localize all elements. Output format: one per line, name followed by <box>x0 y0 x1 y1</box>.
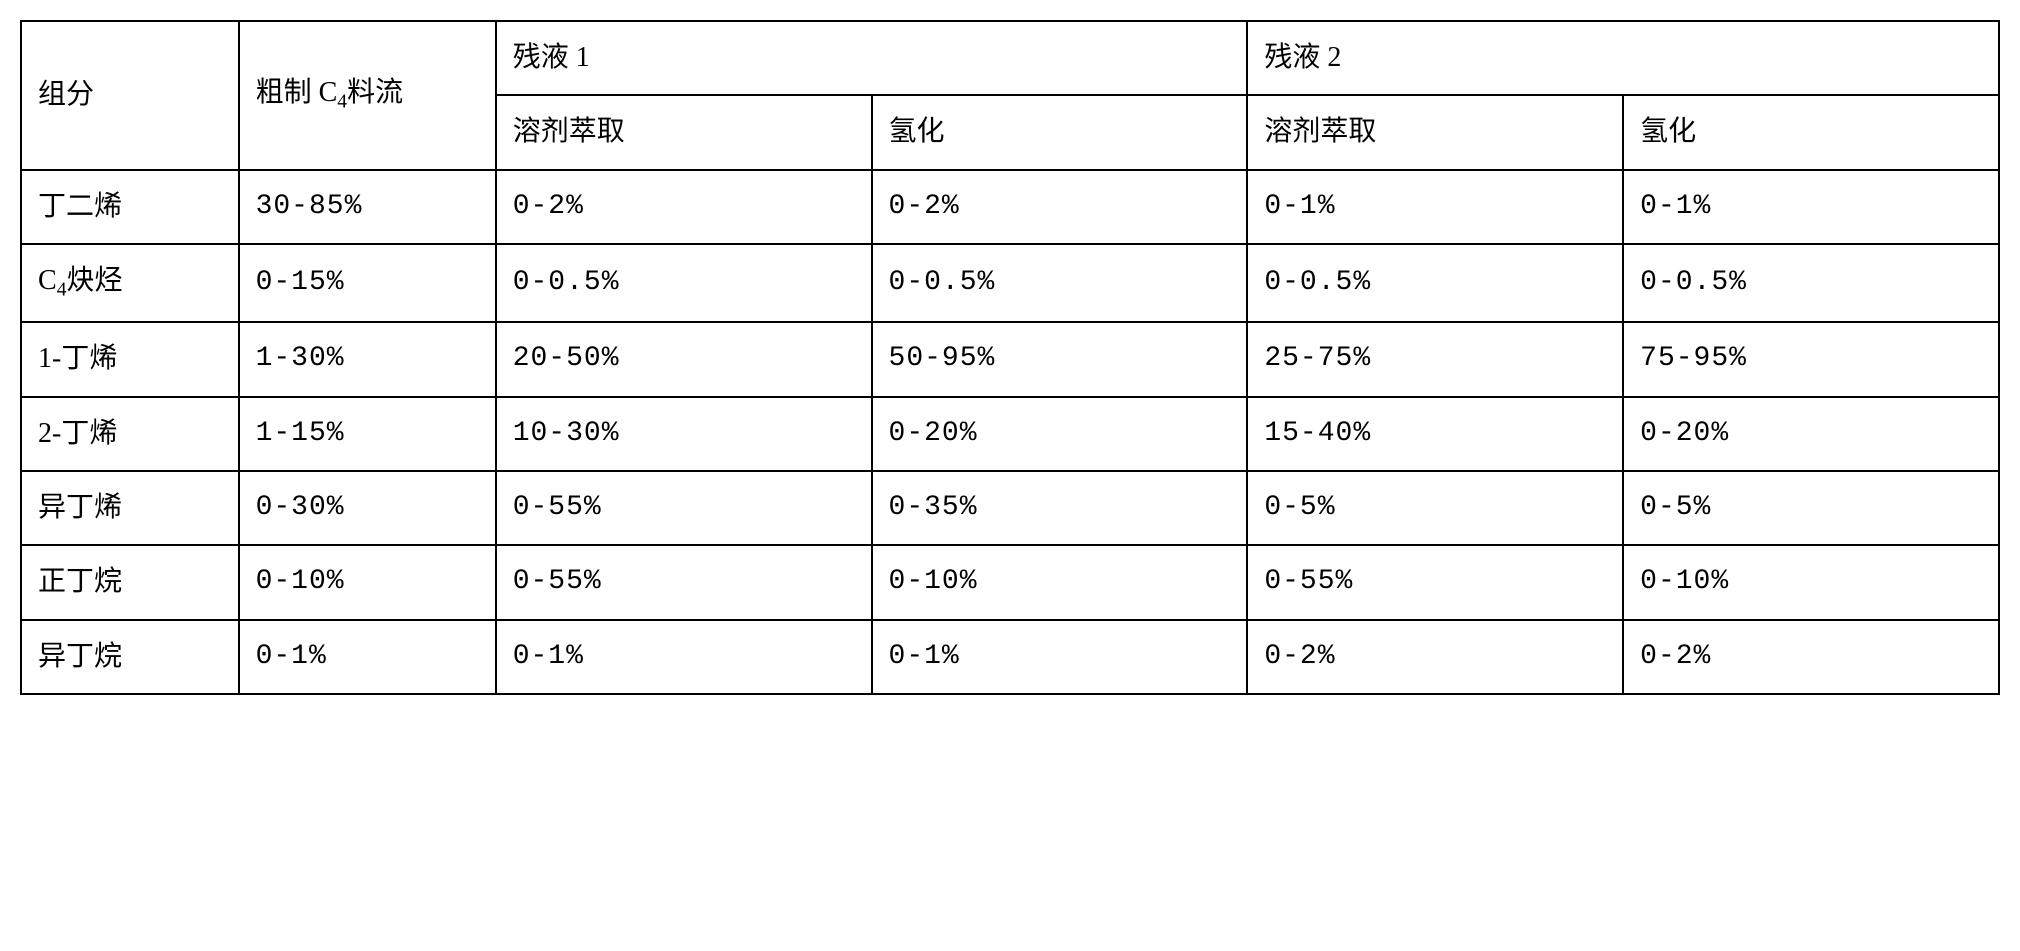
cell-r2-h: 0-10% <box>1623 545 1999 619</box>
cell-r1-h: 0-0.5% <box>872 244 1248 322</box>
cell-r2-h: 75-95% <box>1623 322 1999 396</box>
cell-component: 1-丁烯 <box>21 322 239 396</box>
composition-table-container: 组分 粗制 C4料流 残液 1 残液 2 溶剂萃取 氢化 溶剂萃取 氢化 丁二烯… <box>20 20 2000 695</box>
cell-crude: 1-30% <box>239 322 496 396</box>
composition-table: 组分 粗制 C4料流 残液 1 残液 2 溶剂萃取 氢化 溶剂萃取 氢化 丁二烯… <box>20 20 2000 695</box>
cell-r2-se: 0-0.5% <box>1247 244 1623 322</box>
cell-component: 丁二烯 <box>21 170 239 244</box>
cell-crude: 0-30% <box>239 471 496 545</box>
cell-r1-se: 20-50% <box>496 322 872 396</box>
cell-r1-h: 0-2% <box>872 170 1248 244</box>
cell-crude: 0-15% <box>239 244 496 322</box>
header-raffinate-2: 残液 2 <box>1247 21 1999 95</box>
cell-crude: 0-10% <box>239 545 496 619</box>
header-r2-hydro: 氢化 <box>1623 95 1999 169</box>
cell-r1-se: 0-0.5% <box>496 244 872 322</box>
cell-r1-se: 0-1% <box>496 620 872 694</box>
cell-r2-se: 0-2% <box>1247 620 1623 694</box>
cell-component: 正丁烷 <box>21 545 239 619</box>
cell-component: 异丁烷 <box>21 620 239 694</box>
cell-r2-h: 0-5% <box>1623 471 1999 545</box>
cell-r2-se: 15-40% <box>1247 397 1623 471</box>
header-component: 组分 <box>21 21 239 170</box>
cell-r2-se: 0-55% <box>1247 545 1623 619</box>
cell-r2-h: 0-20% <box>1623 397 1999 471</box>
cell-r1-h: 0-35% <box>872 471 1248 545</box>
table-row: 正丁烷 0-10% 0-55% 0-10% 0-55% 0-10% <box>21 545 1999 619</box>
cell-r1-h: 50-95% <box>872 322 1248 396</box>
table-row: 异丁烷 0-1% 0-1% 0-1% 0-2% 0-2% <box>21 620 1999 694</box>
header-r1-solvent: 溶剂萃取 <box>496 95 872 169</box>
cell-r2-se: 0-5% <box>1247 471 1623 545</box>
cell-r1-h: 0-10% <box>872 545 1248 619</box>
cell-crude: 1-15% <box>239 397 496 471</box>
cell-r1-se: 10-30% <box>496 397 872 471</box>
cell-r2-h: 0-0.5% <box>1623 244 1999 322</box>
table-row: 异丁烯 0-30% 0-55% 0-35% 0-5% 0-5% <box>21 471 1999 545</box>
header-raffinate-1: 残液 1 <box>496 21 1248 95</box>
cell-r2-h: 0-2% <box>1623 620 1999 694</box>
cell-r1-h: 0-20% <box>872 397 1248 471</box>
cell-r1-se: 0-55% <box>496 471 872 545</box>
table-row: 1-丁烯 1-30% 20-50% 50-95% 25-75% 75-95% <box>21 322 1999 396</box>
cell-component: 2-丁烯 <box>21 397 239 471</box>
cell-r1-h: 0-1% <box>872 620 1248 694</box>
cell-r2-se: 0-1% <box>1247 170 1623 244</box>
cell-crude: 0-1% <box>239 620 496 694</box>
cell-r1-se: 0-2% <box>496 170 872 244</box>
table-row: 2-丁烯 1-15% 10-30% 0-20% 15-40% 0-20% <box>21 397 1999 471</box>
header-row-1: 组分 粗制 C4料流 残液 1 残液 2 <box>21 21 1999 95</box>
cell-component: 异丁烯 <box>21 471 239 545</box>
cell-r1-se: 0-55% <box>496 545 872 619</box>
header-crude-c4: 粗制 C4料流 <box>239 21 496 170</box>
header-r2-solvent: 溶剂萃取 <box>1247 95 1623 169</box>
cell-component: C4炔烃 <box>21 244 239 322</box>
header-r1-hydro: 氢化 <box>872 95 1248 169</box>
cell-crude: 30-85% <box>239 170 496 244</box>
cell-r2-se: 25-75% <box>1247 322 1623 396</box>
table-row: 丁二烯 30-85% 0-2% 0-2% 0-1% 0-1% <box>21 170 1999 244</box>
cell-r2-h: 0-1% <box>1623 170 1999 244</box>
table-row: C4炔烃 0-15% 0-0.5% 0-0.5% 0-0.5% 0-0.5% <box>21 244 1999 322</box>
